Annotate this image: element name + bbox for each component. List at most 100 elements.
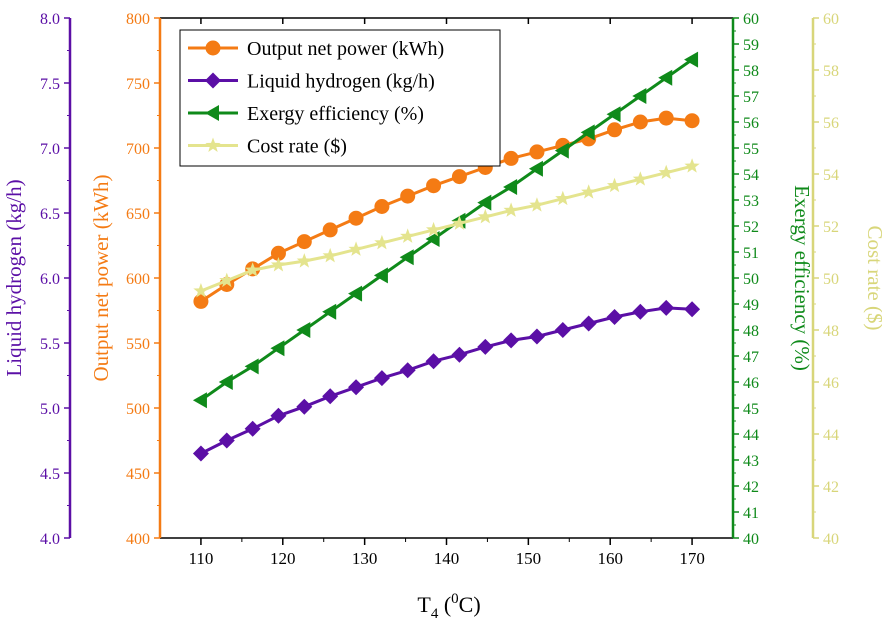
data-point [451, 215, 468, 230]
data-point [400, 188, 416, 204]
data-point [477, 208, 493, 224]
y-tick-label-ex: 51 [743, 245, 759, 262]
data-point [477, 194, 492, 211]
data-point [606, 309, 623, 325]
data-point [399, 362, 416, 379]
y-axes: 4.0 4.5 5.0 5.5 6.0 6.5 7.0 7.5 8.0 Liquid hydrog… [2, 11, 882, 548]
y-tick-label-onp: 400 [126, 531, 150, 548]
legend-label: Exergy efficiency (%) [247, 103, 424, 125]
y-tick-label-ex: 42 [743, 479, 759, 496]
y-tick-label-cr: 48 [823, 323, 839, 340]
legend-label: Output net power (kWh) [247, 38, 444, 60]
y-tick-label-lh: 7.0 [40, 141, 60, 158]
data-point [632, 88, 647, 104]
legend-swatch-marker [205, 105, 219, 121]
y-tick-label-cr: 40 [823, 531, 839, 548]
legend-swatch-marker [205, 137, 221, 152]
data-point [348, 379, 365, 396]
data-point [451, 346, 468, 363]
y-tick-label-onp: 650 [126, 206, 150, 223]
y-tick-label-ex: 50 [743, 271, 759, 288]
legend-box [179, 29, 501, 167]
y-tick-label-ex: 57 [743, 89, 759, 106]
data-point [348, 241, 364, 256]
data-point [581, 184, 597, 199]
y-tick-label-ex: 47 [743, 349, 759, 366]
y-tick-label-lh: 8.0 [40, 11, 60, 28]
y-tick-label-ex: 49 [743, 297, 759, 314]
y-axis-lh: 4.0 4.5 5.0 5.5 6.0 6.5 7.0 7.5 8.0 Liquid hydrog… [2, 11, 72, 548]
data-point [684, 113, 700, 129]
data-point [606, 177, 623, 193]
y-axis-cr: 40 42 44 46 48 50 52 54 56 58 60 Cost rate ($) [811, 11, 882, 548]
y-tick-label-ex: 52 [743, 219, 759, 236]
y-tick-label-ex: 55 [743, 141, 759, 158]
series-3 [193, 158, 700, 298]
y-tick-label-ex: 59 [743, 37, 759, 54]
data-point [632, 171, 648, 186]
y-tick-label-ex: 54 [743, 167, 759, 184]
data-point [632, 114, 648, 130]
data-point [374, 234, 390, 250]
series-0 [193, 110, 700, 309]
data-point [322, 247, 338, 263]
y-tick-label-onp: 450 [126, 466, 150, 483]
data-point [529, 144, 545, 160]
y-tick-label-onp: 800 [126, 11, 150, 28]
data-point [193, 293, 209, 309]
x-axis-title: T4 (0C) [417, 591, 480, 622]
y-tick-label-ex: 45 [743, 401, 759, 418]
data-point [503, 332, 520, 349]
legend-item: Cost rate ($) [188, 136, 347, 158]
y-tick-label-lh: 5.5 [40, 336, 60, 353]
data-point [528, 160, 543, 177]
data-point [632, 303, 649, 320]
data-point [270, 257, 287, 272]
data-point [580, 315, 597, 332]
y-tick-label-onp: 600 [126, 271, 150, 288]
y-tick-label-lh: 4.5 [40, 466, 60, 483]
y-tick-label-ex: 43 [743, 453, 759, 470]
x-tick-label: 110 [188, 549, 213, 568]
data-point [348, 285, 363, 302]
y-axis-title-ex: Exergy efficiency (%) [790, 185, 814, 371]
data-point [554, 322, 571, 338]
data-point [529, 197, 545, 212]
y-tick-label-cr: 54 [823, 167, 839, 184]
data-point [425, 231, 440, 247]
y-tick-label-cr: 56 [823, 115, 839, 132]
data-point [296, 253, 312, 268]
y-axis-title-cr: Cost rate ($) [863, 226, 882, 331]
data-point [425, 221, 442, 237]
data-point [270, 407, 287, 424]
data-point [425, 353, 442, 370]
data-point [192, 392, 207, 409]
data-point [658, 110, 674, 126]
y-tick-label-ex: 40 [743, 531, 759, 548]
y-tick-label-lh: 4.0 [40, 531, 60, 548]
y-tick-label-ex: 58 [743, 63, 759, 80]
series-1 [192, 299, 701, 462]
data-point [658, 69, 673, 86]
y-tick-label-onp: 500 [126, 401, 150, 418]
y-tick-label-ex: 53 [743, 193, 759, 210]
data-point [451, 169, 467, 185]
y-tick-label-ex: 48 [743, 323, 759, 340]
data-point [373, 370, 390, 387]
y-tick-label-onp: 750 [126, 76, 150, 93]
data-point [374, 199, 390, 214]
x-tick-label: 140 [434, 549, 460, 568]
data-point [684, 301, 701, 318]
data-point [503, 179, 518, 195]
x-tick-label: 160 [597, 549, 623, 568]
data-point [684, 51, 699, 68]
legend-item: Exergy efficiency (%) [188, 103, 424, 125]
data-point [607, 122, 623, 138]
y-tick-label-cr: 42 [823, 479, 839, 496]
x-axis: 110 120 130 140 150 160 170 [188, 18, 705, 568]
y-axis-title-onp: Output net power (kWh) [89, 174, 113, 381]
data-point [684, 158, 700, 173]
data-point [244, 420, 261, 437]
y-tick-label-cr: 58 [823, 63, 839, 80]
y-tick-label-ex: 46 [743, 375, 759, 392]
